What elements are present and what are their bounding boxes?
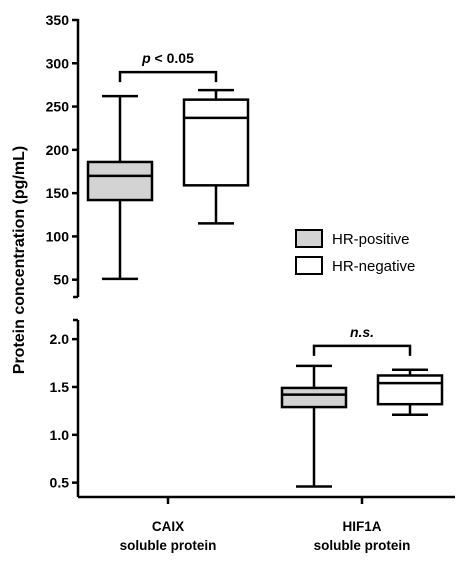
lower-tick-label: 2.0	[50, 331, 70, 347]
hr-negative-box	[182, 98, 250, 187]
lower-tick-label: 1.5	[50, 379, 70, 395]
category-label-line2: soluble protein	[120, 538, 217, 553]
category-label-line1: CAIX	[152, 519, 184, 534]
axes: 50 100 150 200 250 300 350 0.5 1.0 1.5 2.0 CAIX solu…	[46, 12, 455, 553]
significance-label: n.s.	[350, 324, 374, 340]
lower-tick-label: 0.5	[50, 475, 70, 491]
hr-positive-box	[280, 386, 348, 409]
boxes	[86, 88, 444, 488]
lower-tick-label: 1.0	[50, 427, 70, 443]
upper-tick-label: 50	[53, 272, 69, 288]
significance-annotations: p < 0.05 n.s.	[118, 50, 412, 356]
legend: HR-positive HR-negative	[295, 229, 415, 275]
legend-label: HR-positive	[332, 231, 410, 248]
significance-label: p < 0.05	[141, 50, 194, 66]
hr-negative-box	[376, 374, 444, 406]
hr-positive-box	[86, 160, 154, 202]
category-label-line2: soluble protein	[314, 538, 411, 553]
legend-swatch	[295, 229, 323, 248]
y-axis-label: Protein concentration (pg/mL)	[11, 146, 28, 374]
upper-tick-label: 250	[46, 99, 70, 115]
upper-tick-label: 150	[46, 185, 70, 201]
legend-label: HR-negative	[332, 258, 415, 275]
significance-bracket	[312, 344, 412, 356]
category-label-line1: HIF1A	[342, 519, 381, 534]
upper-tick-label: 200	[46, 142, 70, 158]
upper-tick-label: 300	[46, 55, 70, 71]
significance-bracket	[118, 70, 218, 83]
upper-tick-label: 350	[46, 12, 70, 28]
legend-swatch	[295, 256, 323, 275]
upper-tick-label: 100	[46, 228, 70, 244]
